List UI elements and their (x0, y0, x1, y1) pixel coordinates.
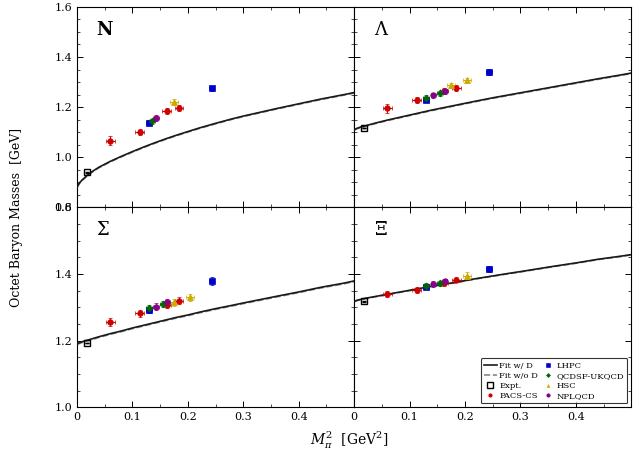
Text: $\Xi$: $\Xi$ (374, 221, 387, 239)
Legend: Fit w/ D, Fit w/o D, Expt., PACS-CS, LHPC, QCDSF-UKQCD, HSC, NPLQCD: Fit w/ D, Fit w/o D, Expt., PACS-CS, LHP… (481, 358, 627, 403)
Text: $\Sigma$: $\Sigma$ (96, 221, 110, 239)
Text: $\Lambda$: $\Lambda$ (374, 21, 389, 39)
Text: $M_\pi^2$  [GeV$^2$]: $M_\pi^2$ [GeV$^2$] (310, 430, 388, 451)
Text: N: N (96, 21, 113, 39)
Text: Octet Baryon Masses  [GeV]: Octet Baryon Masses [GeV] (10, 128, 22, 307)
